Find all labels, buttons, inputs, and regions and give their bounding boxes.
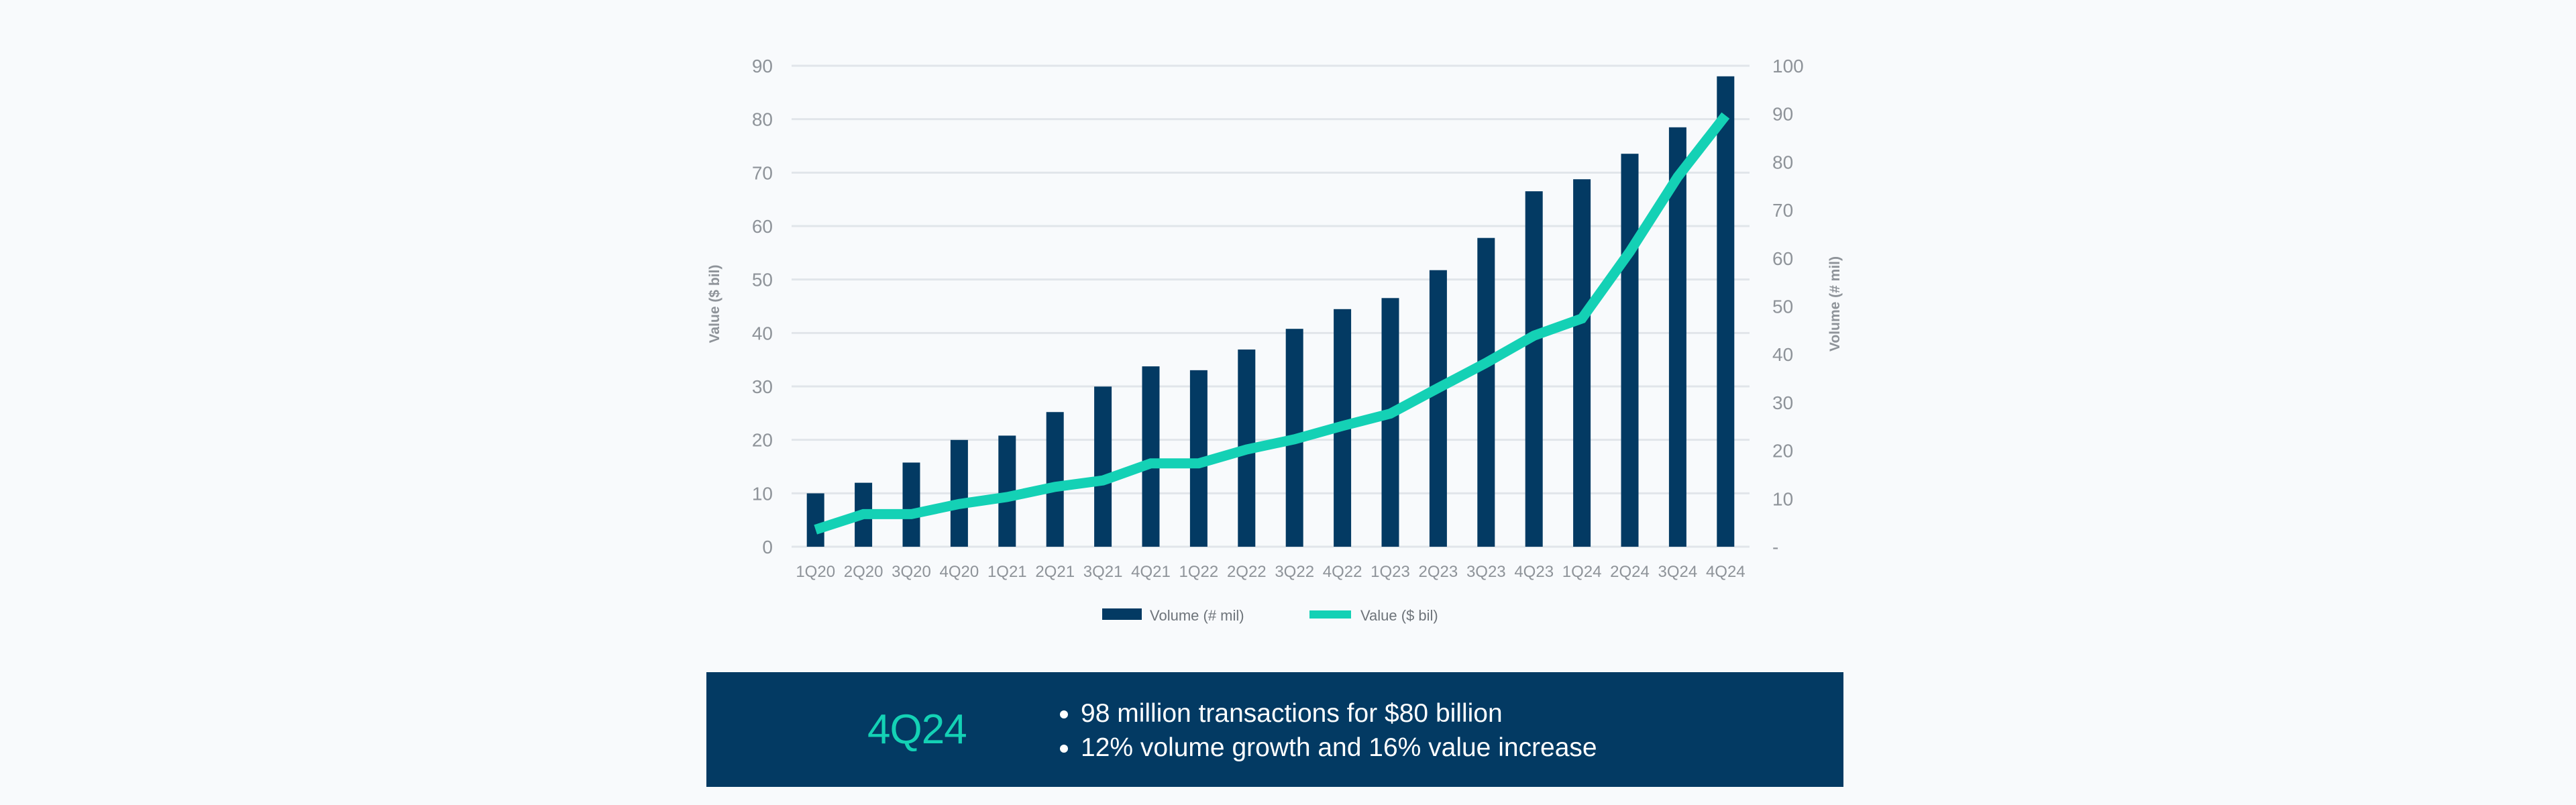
right-tick-label: 10 [1772, 488, 1793, 509]
left-tick-label: 20 [752, 430, 773, 451]
right-tick-label: 90 [1772, 104, 1793, 125]
banner-bullets: 98 million transactions for $80 billion … [1060, 696, 1597, 765]
volume-bar [1573, 179, 1591, 547]
volume-bar [1046, 412, 1064, 547]
legend-swatch-volume [1102, 608, 1142, 620]
volume-bar [902, 462, 920, 547]
left-tick-label: 80 [752, 109, 773, 130]
left-tick-label: 50 [752, 270, 773, 290]
x-tick-label: 2Q20 [844, 563, 883, 581]
volume-bar [806, 493, 824, 547]
left-tick-label: 10 [752, 483, 773, 504]
legend-swatch-value [1309, 610, 1351, 619]
right-tick-label: - [1772, 537, 1778, 557]
x-tick-label: 4Q21 [1131, 563, 1171, 581]
x-tick-label: 4Q23 [1514, 563, 1554, 581]
volume-bar [1094, 386, 1112, 547]
x-tick-label: 4Q22 [1323, 563, 1362, 581]
left-tick-label: 30 [752, 376, 773, 397]
right-tick-label: 100 [1772, 56, 1804, 76]
chart: 0 10 20 30 40 50 60 70 80 90 - 10 20 30 40 50 60 70 80 90 10… [707, 56, 1843, 624]
right-tick-label: 60 [1772, 248, 1793, 269]
value-line [814, 112, 1730, 535]
volume-bar [1142, 366, 1160, 547]
x-tick-label: 3Q20 [892, 563, 931, 581]
summary-banner: 4Q24 98 million transactions for $80 bil… [706, 672, 1843, 787]
x-tick-label: 2Q23 [1419, 563, 1458, 581]
volume-bar [1668, 127, 1686, 547]
right-tick-label: 40 [1772, 344, 1793, 365]
left-tick-label: 40 [752, 323, 773, 343]
x-tick-label: 3Q24 [1658, 563, 1698, 581]
left-tick-label: 0 [762, 537, 773, 557]
x-tick-label: 1Q20 [796, 563, 835, 581]
right-tick-label: 50 [1772, 297, 1793, 317]
right-tick-label: 70 [1772, 200, 1793, 221]
banner-bullet: 12% volume growth and 16% value increase [1060, 731, 1597, 765]
x-tick-label: 3Q22 [1275, 563, 1314, 581]
x-tick-label: 2Q22 [1227, 563, 1267, 581]
right-axis-title: Volume (# mil) [1827, 256, 1843, 352]
volume-bar [950, 439, 968, 547]
volume-bar [1525, 191, 1543, 547]
legend-label-volume: Volume (# mil) [1150, 607, 1244, 624]
legend-label-value: Value ($ bil) [1360, 607, 1438, 624]
volume-bar [1381, 298, 1399, 547]
right-tick-label: 30 [1772, 392, 1793, 413]
x-tick-label: 1Q21 [987, 563, 1027, 581]
left-axis-title: Value ($ bil) [707, 265, 722, 343]
x-tick-label: 2Q21 [1035, 563, 1075, 581]
x-tick-label: 3Q21 [1083, 563, 1123, 581]
x-tick-label: 3Q23 [1466, 563, 1506, 581]
left-tick-label: 60 [752, 216, 773, 237]
x-tick-label: 4Q20 [940, 563, 979, 581]
volume-bar [1717, 76, 1735, 547]
x-tick-label: 1Q24 [1562, 563, 1602, 581]
volume-bar [1477, 237, 1495, 547]
x-tick-label: 4Q24 [1706, 563, 1746, 581]
volume-bar [1621, 154, 1639, 547]
right-tick-label: 80 [1772, 152, 1793, 172]
x-tick-label: 1Q23 [1371, 563, 1410, 581]
left-tick-label: 70 [752, 162, 773, 183]
right-tick-label: 20 [1772, 441, 1793, 462]
left-tick-label: 90 [752, 56, 773, 76]
volume-bar [1429, 270, 1447, 547]
x-tick-label: 1Q22 [1179, 563, 1219, 581]
x-tick-label: 2Q24 [1610, 563, 1650, 581]
banner-bullet: 98 million transactions for $80 billion [1060, 696, 1597, 731]
banner-quarter: 4Q24 [867, 706, 967, 753]
